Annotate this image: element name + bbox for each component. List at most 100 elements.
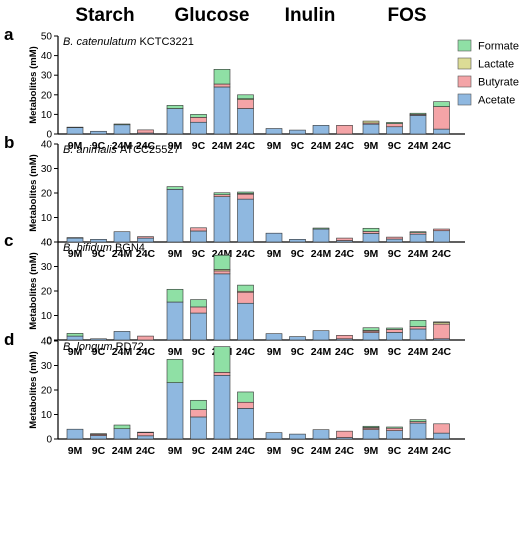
x-tick-label: 9M [68, 445, 83, 457]
y-tick-label: 40 [41, 238, 53, 249]
bar-acetate-24m [312, 330, 330, 341]
strain-species: B. bifidum [63, 242, 115, 254]
y-tick-label: 30 [41, 164, 53, 175]
legend-swatch-butyrate [457, 75, 472, 88]
bar-formate-9m [166, 359, 184, 383]
panel-letter: b [4, 133, 14, 152]
group-title-starch: Starch [75, 5, 134, 26]
bar-formate-24m [409, 112, 427, 115]
strain-id: BGN4 [115, 242, 145, 254]
bar-acetate-24m [409, 328, 427, 341]
bar-butyrate-24c [237, 401, 254, 409]
strain-label: B. longum RD72 [63, 341, 144, 353]
strain-id: RD72 [116, 341, 144, 353]
bar-formate-9m [166, 105, 184, 109]
x-tick-label: 24M [212, 140, 233, 152]
x-tick-label: 9M [267, 346, 282, 358]
y-tick-label: 0 [46, 130, 52, 141]
x-tick-label: 24C [335, 346, 355, 358]
x-tick-label: 24C [432, 140, 452, 152]
bar-formate-9c [386, 426, 403, 429]
bar-butyrate-24c [336, 125, 353, 135]
bar-butyrate-9c [190, 306, 207, 314]
y-tick-label: 20 [41, 90, 53, 101]
bar-acetate-9c [289, 239, 306, 243]
x-tick-label: 9M [68, 346, 83, 358]
strain-label: B. animalis ATCC25527 [63, 144, 180, 156]
x-tick-label: 9M [364, 346, 379, 358]
bar-butyrate-9c [386, 427, 403, 431]
strain-id: ATCC25527 [120, 144, 180, 156]
y-tick-label: 0 [46, 435, 52, 446]
bar-formate-24m [213, 254, 231, 270]
bar-acetate-24m [213, 374, 231, 440]
y-axis-title: Metabolites (mM) [28, 154, 39, 232]
legend-label-formate: Formate [478, 41, 519, 53]
bar-acetate-24c [237, 108, 254, 135]
bar-formate-9m [66, 333, 84, 337]
bar-butyrate-24c [237, 99, 254, 109]
x-tick-label: 24M [112, 248, 133, 260]
bar-formate-24m [409, 419, 427, 422]
x-tick-label: 9C [291, 346, 305, 358]
x-tick-label: 24M [311, 140, 332, 152]
bar-acetate-24c [237, 302, 254, 341]
bar-acetate-9m [362, 429, 380, 440]
bar-acetate-24m [312, 429, 330, 440]
x-tick-label: 9C [388, 346, 402, 358]
y-axis-title: Metabolites (mM) [28, 351, 39, 429]
x-tick-label: 9C [92, 445, 106, 457]
bar-acetate-24c [433, 230, 450, 243]
bar-acetate-24m [113, 231, 131, 243]
x-tick-label: 9M [364, 248, 379, 260]
bar-formate-9c [386, 122, 403, 124]
x-tick-label: 9C [388, 445, 402, 457]
x-tick-label: 24M [408, 346, 429, 358]
x-tick-label: 24C [335, 248, 355, 260]
bar-butyrate-24c [237, 193, 254, 200]
x-tick-label: 9C [388, 140, 402, 152]
x-tick-label: 9M [68, 248, 83, 260]
bar-acetate-24m [113, 428, 131, 440]
group-title-inulin: Inulin [285, 5, 336, 26]
x-tick-label: 9C [192, 140, 206, 152]
x-tick-label: 24M [212, 445, 233, 457]
bar-formate-24c [237, 284, 254, 292]
bar-butyrate-24c [237, 291, 254, 304]
bar-lactate-9m [362, 120, 380, 124]
x-tick-label: 9C [92, 248, 106, 260]
bar-acetate-9c [289, 129, 306, 135]
y-tick-label: 20 [41, 287, 53, 298]
y-tick-label: 10 [41, 311, 53, 322]
bar-acetate-9c [386, 430, 403, 440]
bar-formate-24m [409, 320, 427, 327]
bar-butyrate-9c [190, 117, 207, 123]
bar-formate-9c [190, 299, 207, 308]
x-tick-label: 9M [364, 445, 379, 457]
bar-butyrate-24c [137, 236, 154, 239]
bar-formate-24m [213, 192, 231, 196]
x-tick-label: 24C [136, 140, 156, 152]
bar-acetate-9m [66, 127, 84, 135]
bar-acetate-9m [362, 123, 380, 135]
bar-formate-9c [386, 327, 403, 330]
bar-acetate-9c [90, 239, 107, 243]
bar-formate-24m [113, 424, 131, 430]
x-tick-label: 24M [112, 346, 133, 358]
bar-formate-9m [362, 327, 380, 331]
strain-species: B. longum [63, 341, 116, 353]
x-tick-label: 24C [335, 445, 355, 457]
x-tick-label: 9C [192, 346, 206, 358]
x-tick-label: 9M [168, 248, 183, 260]
x-tick-label: 24M [408, 140, 429, 152]
bar-acetate-9m [265, 128, 283, 135]
panel-letter: d [4, 330, 14, 349]
bar-acetate-24c [237, 198, 254, 243]
bar-acetate-24m [312, 228, 330, 243]
bar-butyrate-24c [433, 423, 450, 434]
legend-swatch-formate [457, 39, 472, 52]
bar-acetate-9c [90, 130, 107, 135]
bar-butyrate-24m [213, 83, 231, 88]
y-tick-label: 30 [41, 361, 53, 372]
